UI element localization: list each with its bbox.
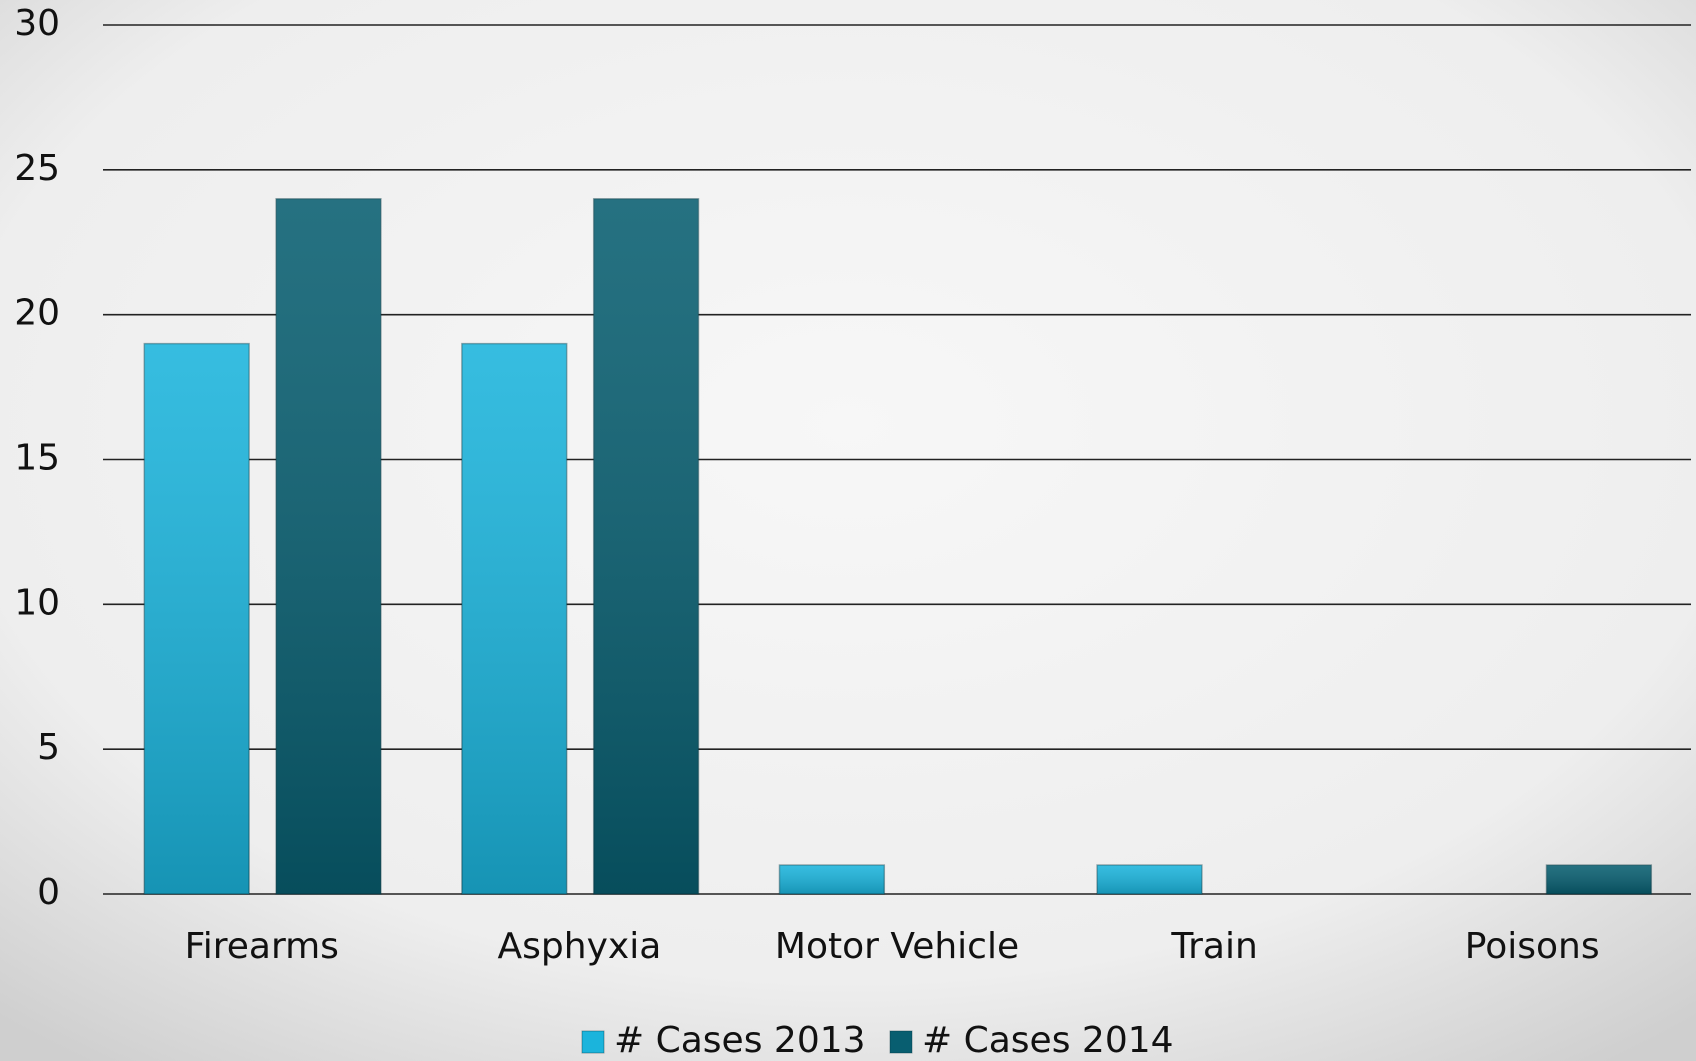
x-tick-label: Asphyxia [498, 926, 662, 967]
y-tick-label: 5 [37, 727, 60, 768]
x-tick-label: Train [1170, 926, 1257, 967]
y-tick-label: 10 [14, 582, 60, 623]
legend-label: # Cases 2013 [614, 1020, 866, 1061]
bar [1545, 864, 1653, 895]
bar [592, 198, 700, 895]
y-tick-label: 0 [37, 872, 60, 913]
x-tick-label: Firearms [185, 926, 339, 967]
y-tick-label: 25 [14, 148, 60, 189]
bar [143, 342, 250, 895]
y-tick-label: 20 [14, 293, 60, 334]
legend-swatch [581, 1030, 605, 1054]
x-tick-label: Poisons [1465, 926, 1600, 967]
bar [1096, 864, 1203, 895]
y-tick-label: 15 [14, 438, 60, 479]
bar [275, 198, 382, 895]
bar [461, 342, 568, 895]
bar [778, 864, 886, 895]
legend-swatch [889, 1030, 913, 1054]
y-tick-label: 30 [14, 3, 60, 44]
legend-label: # Cases 2014 [922, 1020, 1174, 1061]
x-tick-label: Motor Vehicle [775, 926, 1019, 967]
